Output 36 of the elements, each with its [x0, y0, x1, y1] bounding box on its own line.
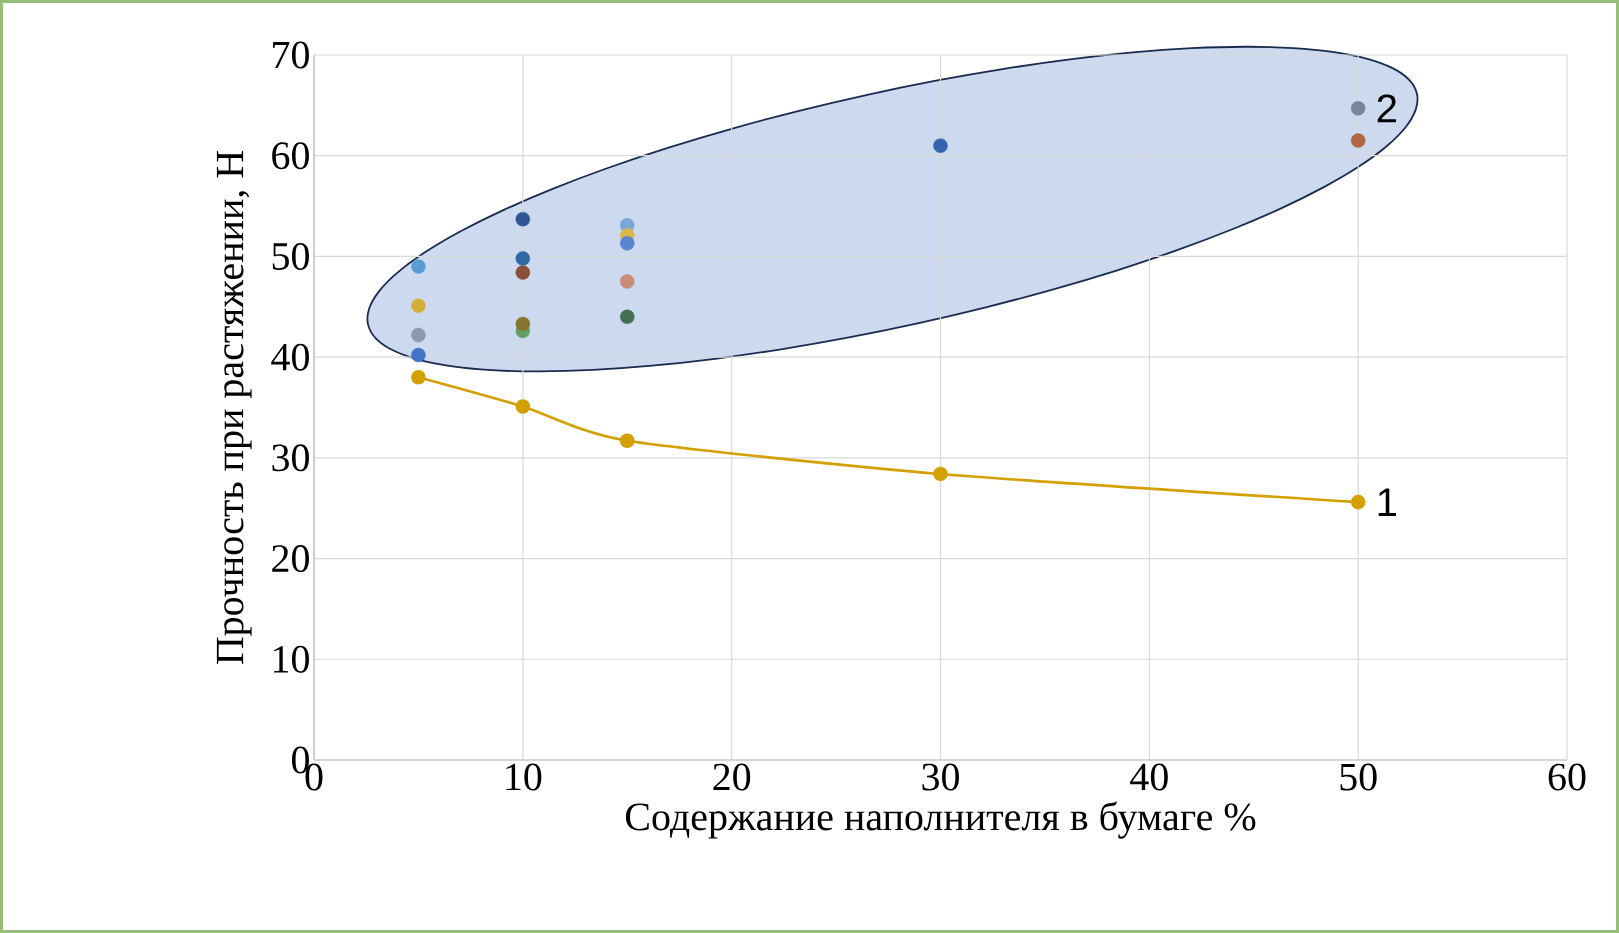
point	[411, 369, 426, 385]
point	[515, 399, 531, 414]
point	[1350, 133, 1366, 148]
x-axis-title: Содержание наполнителя в бумаге %	[625, 801, 1256, 839]
y-tick-label: 20	[272, 545, 309, 573]
point	[933, 466, 948, 482]
y-tick-label: 30	[272, 444, 309, 472]
y-tick-label: 50	[272, 242, 309, 270]
point	[1350, 101, 1366, 116]
point	[515, 211, 531, 227]
point	[411, 298, 426, 313]
y-tick-label: 10	[273, 645, 309, 673]
point	[620, 274, 635, 289]
point	[515, 316, 531, 332]
point	[515, 265, 531, 280]
point	[411, 259, 426, 274]
point	[411, 347, 426, 363]
y-tick-label: 70	[273, 41, 309, 69]
y-axis-title: Прочность при растяжении, Н	[216, 150, 252, 665]
point	[411, 327, 426, 343]
x-tick-label: 40	[1130, 763, 1168, 791]
point	[1350, 494, 1366, 510]
point	[620, 309, 635, 325]
point	[619, 433, 635, 449]
annotation: 2	[1377, 94, 1396, 123]
y-tick-label: 40	[271, 343, 309, 371]
point	[620, 236, 635, 251]
point	[515, 251, 531, 266]
annotation: 1	[1378, 488, 1396, 516]
x-tick-label: 30	[922, 763, 959, 791]
x-tick-label: 20	[713, 763, 751, 791]
x-tick-label: 60	[1548, 763, 1586, 791]
point	[933, 138, 948, 153]
x-tick-label: 10	[506, 763, 542, 791]
y-tick-label: 60	[272, 142, 309, 170]
x-tick-label: 50	[1340, 763, 1377, 791]
